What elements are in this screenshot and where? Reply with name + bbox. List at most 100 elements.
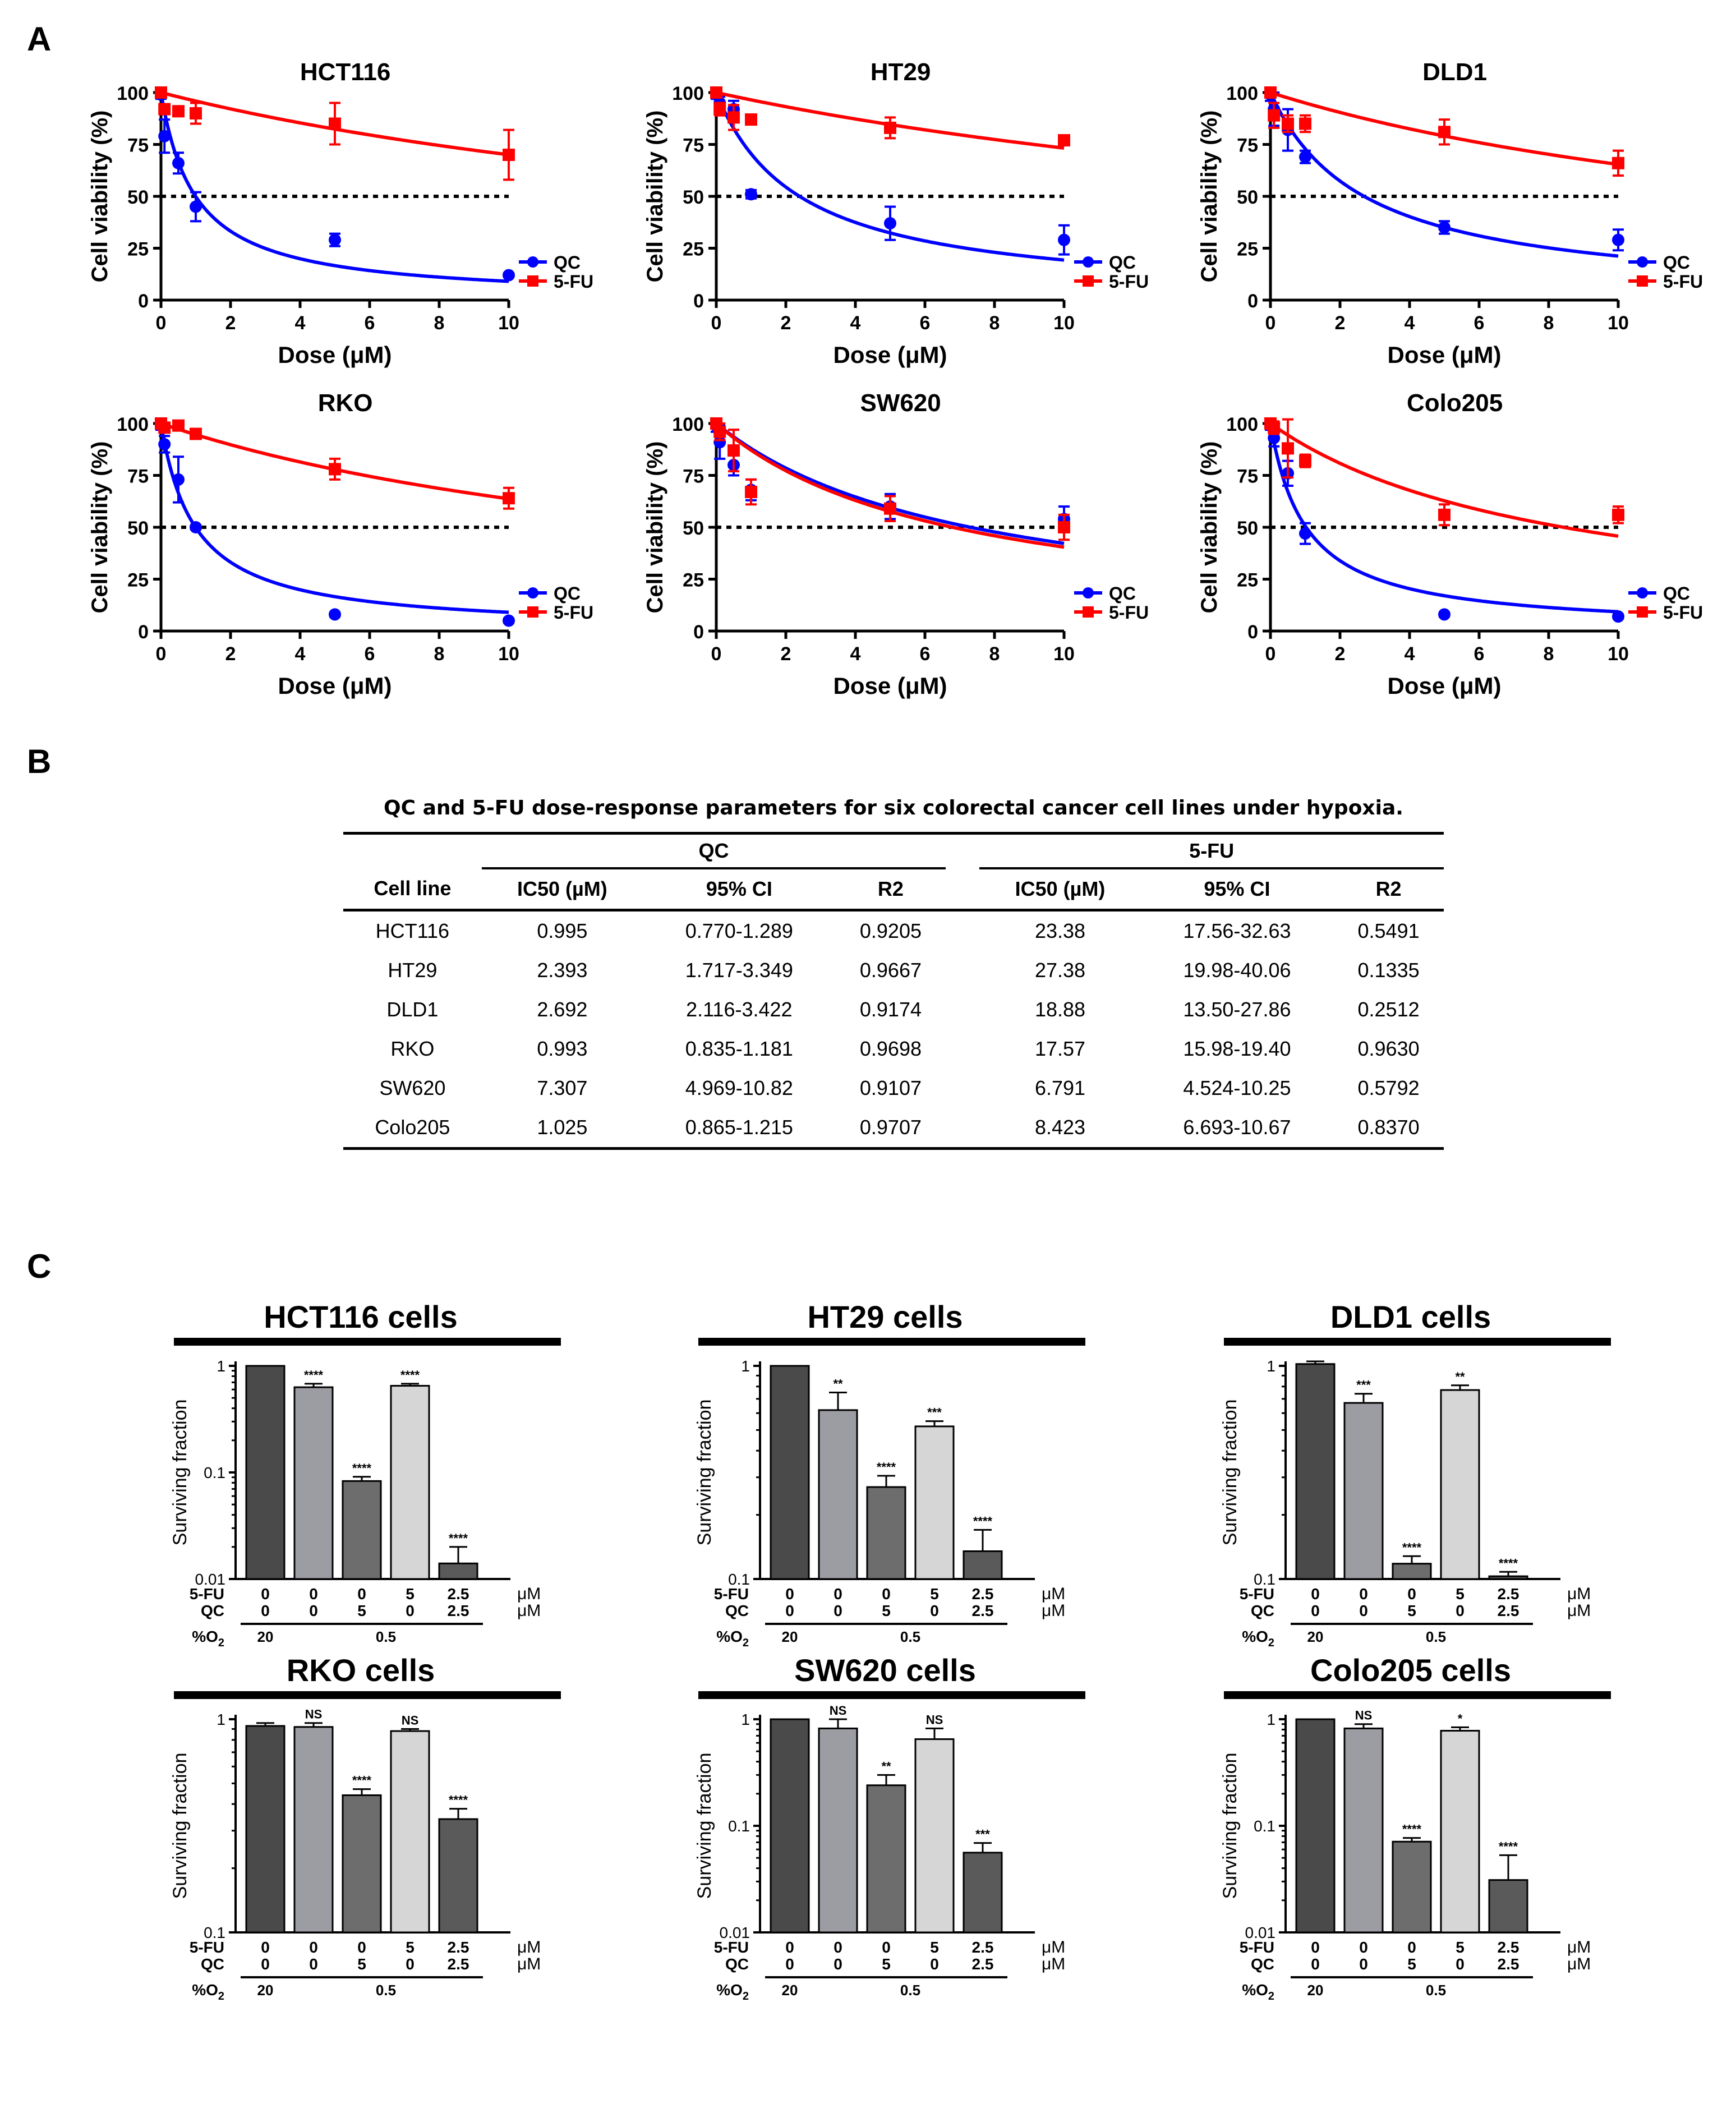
- y-tick-label: 50: [683, 518, 704, 539]
- x-tick-label: 4: [850, 643, 861, 665]
- cell-line: RKO: [390, 1037, 435, 1060]
- y-tick-label: 25: [1237, 570, 1258, 591]
- significance-label: ****: [1499, 1556, 1518, 1570]
- bar: [1295, 1363, 1336, 1580]
- fu-dose: 2.5: [448, 1585, 469, 1603]
- cell-fu-r2: 0.1335: [1357, 959, 1420, 982]
- table-row: RKO 0.993 0.835-1.181 0.9698 17.57 15.98-19.4…: [343, 1029, 1444, 1069]
- bar: [1295, 1718, 1336, 1934]
- x-tick-label: 10: [498, 643, 519, 665]
- cell-qc-r2: 0.9707: [835, 1108, 946, 1150]
- legend-label: 5-FU: [554, 271, 593, 292]
- fu-point: [190, 427, 202, 440]
- fu-point: [172, 105, 185, 118]
- qc-point: [329, 233, 341, 246]
- legend-label: 5-FU: [1109, 602, 1149, 623]
- x-tick-label: 8: [989, 312, 1000, 334]
- qc-dose: 0: [261, 1955, 270, 1973]
- fu-dose: 0: [261, 1585, 270, 1603]
- fu-dose: 5: [930, 1585, 939, 1603]
- fu-point: [745, 113, 757, 126]
- survival-chart-sw620: SW620 cells 0.01 0.1 1 Surviving fraction NS *…: [694, 1652, 1085, 2002]
- legend-marker: [1083, 256, 1094, 268]
- cell-qc-r2: 0.9107: [859, 1076, 922, 1099]
- x-tick-label: 0: [711, 312, 722, 334]
- bar: [342, 1794, 382, 1934]
- significance-label: ***: [1356, 1378, 1371, 1392]
- fu-dose: 0: [1311, 1939, 1320, 1956]
- qc-dose: 0: [309, 1955, 318, 1973]
- cell-qc-ic50: 2.393: [537, 959, 588, 982]
- bar: [1392, 1840, 1432, 1934]
- qc-dose: 0: [406, 1955, 415, 1973]
- row-label: QC: [725, 1955, 749, 1973]
- unit-label: μM: [1042, 1955, 1065, 1973]
- cell-qc-ci: 4.969-10.82: [685, 1076, 793, 1099]
- legend-label: 5-FU: [1109, 271, 1149, 292]
- fu-dose: 0: [309, 1585, 318, 1603]
- fu-point: [329, 117, 341, 130]
- y-axis-label: Surviving fraction: [694, 1400, 715, 1546]
- fu-point: [503, 149, 515, 161]
- x-tick-label: 2: [225, 312, 236, 334]
- x-tick-label: 4: [850, 312, 861, 334]
- y-tick-label: 0: [1247, 622, 1258, 643]
- cell-qc-ci: 1.717-3.349: [685, 959, 793, 982]
- title-rule: [174, 1338, 561, 1346]
- dose-chart-rko: RKO 0 25 50 75 100 0 2 4 6 8 10 Dose (μM) Cell viabil…: [88, 389, 593, 699]
- chart-title: SW620: [860, 389, 941, 417]
- bar: [390, 1385, 430, 1580]
- bar: [293, 1386, 334, 1580]
- fu-dose: 0: [1359, 1939, 1368, 1956]
- col-fu-r2: R2: [1333, 868, 1444, 912]
- y-axis-label: Cell viability (%): [643, 441, 667, 614]
- fu-dose: 0: [834, 1585, 842, 1603]
- y-tick-label: 50: [1237, 187, 1258, 208]
- fu-dose: 0: [261, 1939, 270, 1956]
- y-tick-label: 75: [683, 466, 704, 487]
- legend-label: QC: [1109, 252, 1136, 273]
- fu-point: [727, 444, 740, 457]
- chart-title: HT29: [871, 58, 931, 86]
- unit-label: μM: [1567, 1938, 1591, 1957]
- x-tick-label: 8: [989, 643, 1000, 665]
- legend-marker: [527, 256, 538, 268]
- fu-dose: 0: [309, 1939, 318, 1956]
- cell-fu-ic50: 8.423: [979, 1108, 1141, 1150]
- cell-qc-ci: 0.770-1.289: [685, 919, 793, 942]
- qc-dose: 5: [1407, 1955, 1416, 1973]
- cell-qc-ic50: 7.307: [537, 1076, 588, 1099]
- x-tick-label: 8: [434, 643, 445, 665]
- cell-qc-r2: 0.9698: [859, 1037, 922, 1060]
- cell-fu-ci: 19.98-40.06: [1183, 959, 1291, 982]
- y-tick-label: 25: [127, 570, 149, 591]
- o2-normoxia: 20: [782, 1982, 798, 1999]
- legend-label: QC: [554, 583, 581, 604]
- dose-chart-hct116: HCT116 0 25 50 75 100 0 2 4 6 8 10 Dose (μM) Cell via…: [88, 58, 593, 368]
- cell-line: SW620: [379, 1076, 446, 1099]
- x-tick-label: 6: [920, 312, 931, 334]
- bar: [770, 1718, 810, 1934]
- x-tick-label: 10: [1608, 312, 1629, 334]
- cell-fu-ci: 15.98-19.40: [1183, 1037, 1291, 1060]
- bar: [293, 1726, 334, 1934]
- subscript: 2: [1268, 1990, 1274, 2002]
- cell-line: HT29: [388, 959, 438, 982]
- spacer-cell: [946, 1029, 979, 1069]
- fu-point: [1438, 126, 1450, 139]
- y-axis-label: Cell viability (%): [643, 111, 667, 283]
- bar: [1440, 1389, 1480, 1580]
- fu-point: [1268, 109, 1281, 122]
- x-tick-label: 8: [1544, 643, 1554, 665]
- dose-chart-ht29: HT29 0 25 50 75 100 0 2 4 6 8 10 Dose (μM) Cell viabi…: [643, 58, 1149, 368]
- qc-dose: 2.5: [1498, 1955, 1519, 1973]
- bar: [1488, 1575, 1528, 1580]
- fu-point: [710, 86, 722, 99]
- x-tick-label: 10: [1053, 643, 1075, 665]
- col-cell-line: Cell line: [343, 868, 482, 912]
- y-tick-label: 50: [127, 187, 149, 208]
- fu-point: [503, 492, 515, 505]
- fit-curve-qc: [715, 422, 1065, 545]
- o2-normoxia: 20: [257, 1628, 274, 1645]
